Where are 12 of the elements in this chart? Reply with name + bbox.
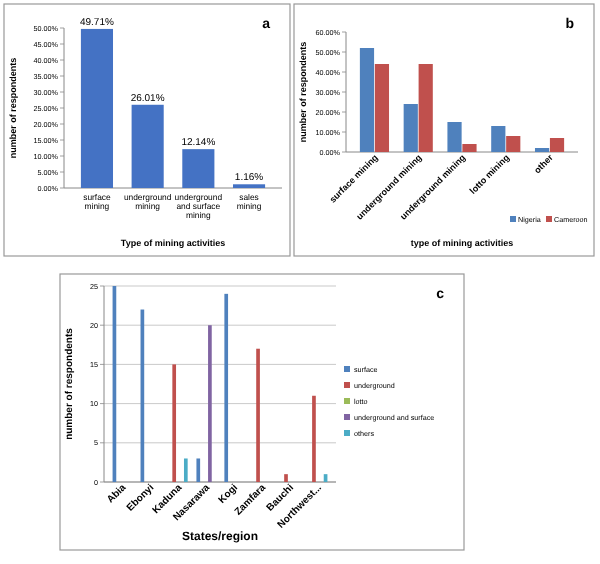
- bar: [131, 104, 164, 188]
- bar: [418, 64, 433, 152]
- bar: [549, 138, 565, 152]
- bar: [80, 28, 114, 188]
- bar: [462, 144, 477, 152]
- bar: [359, 48, 375, 152]
- bar: [491, 126, 506, 152]
- bar: [403, 104, 418, 152]
- bar: [447, 122, 462, 152]
- bar: [506, 136, 521, 152]
- bar: [182, 149, 215, 188]
- bar: [374, 64, 390, 152]
